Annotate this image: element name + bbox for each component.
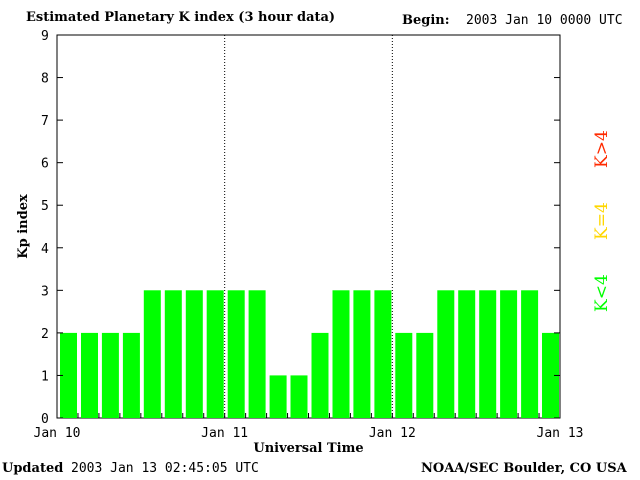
kp-bar: [290, 375, 308, 418]
y-tick-label: 0: [41, 412, 49, 427]
legend-k-less-4: K<4: [592, 274, 612, 312]
kp-bar: [227, 290, 245, 418]
kp-bar: [332, 290, 350, 418]
kp-bar: [60, 332, 77, 418]
kp-bar: [122, 332, 140, 418]
kp-bar: [269, 375, 287, 418]
y-tick-label: 2: [41, 327, 49, 342]
chart-title: Estimated Planetary K index (3 hour data…: [26, 10, 336, 25]
y-tick-label: 6: [41, 157, 49, 172]
kp-bar: [206, 290, 224, 418]
kp-bar: [416, 332, 434, 418]
source-credit: NOAA/SEC Boulder, CO USA: [421, 461, 627, 476]
kp-bar: [395, 332, 413, 418]
kp-bar: [542, 332, 559, 418]
kp-bar: [101, 332, 119, 418]
kp-bar: [143, 290, 161, 418]
kp-bar: [164, 290, 182, 418]
x-tick-label: Jan 11: [201, 426, 248, 441]
x-tick-label: Jan 12: [369, 426, 416, 441]
y-tick-label: 5: [41, 199, 49, 214]
updated-value: 2003 Jan 13 02:45:05 UTC: [71, 461, 259, 476]
y-axis-title: Kp index: [16, 194, 31, 259]
kp-bar: [81, 332, 98, 418]
kp-bar: [248, 290, 266, 418]
kp-bar: [353, 290, 371, 418]
kp-bar: [479, 290, 497, 418]
x-axis-title: Universal Time: [253, 441, 363, 456]
kp-bar: [311, 332, 329, 418]
begin-label: Begin:: [402, 13, 450, 28]
x-tick-label: Jan 10: [34, 426, 81, 441]
kp-bar: [500, 290, 518, 418]
kp-bar: [185, 290, 203, 418]
y-tick-label: 7: [41, 114, 49, 129]
legend-k-equal-4: K=4: [592, 202, 612, 240]
kp-bar: [374, 290, 392, 418]
y-tick-label: 4: [41, 242, 49, 257]
updated-label: Updated: [2, 461, 64, 476]
kp-bar: [521, 290, 539, 418]
y-tick-label: 9: [41, 29, 49, 44]
begin-value: 2003 Jan 10 0000 UTC: [466, 13, 623, 28]
legend-k-greater-4: K>4: [592, 130, 612, 168]
x-tick-label: Jan 13: [537, 426, 584, 441]
y-tick-label: 1: [41, 369, 49, 384]
kp-bar: [458, 290, 476, 418]
y-tick-label: 3: [41, 284, 49, 299]
kp-bar: [437, 290, 455, 418]
y-tick-label: 8: [41, 72, 49, 87]
